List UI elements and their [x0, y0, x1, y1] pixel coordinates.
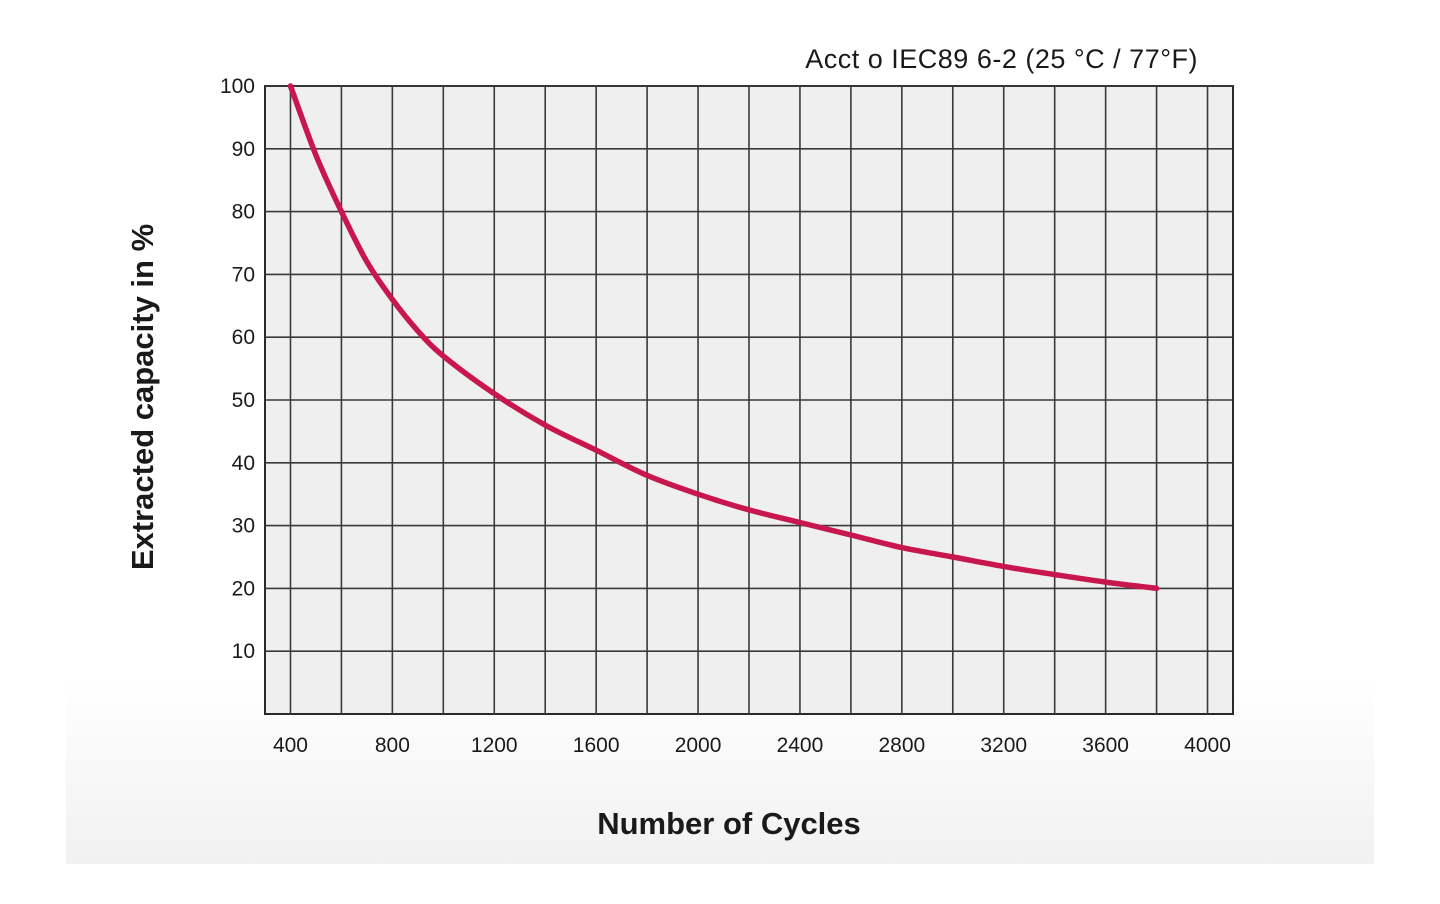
y-tick-label: 20 — [232, 577, 255, 600]
y-tick-label: 10 — [232, 640, 255, 663]
x-tick-labels: 400 800 1200 1600 2000 2400 2800 3200 3600 4000 — [273, 734, 1231, 757]
y-tick-label: 60 — [232, 326, 255, 349]
y-tick-labels: 10 20 30 40 50 60 70 80 90 100 — [220, 75, 255, 663]
y-tick-label: 70 — [232, 263, 255, 286]
x-tick-label: 2800 — [878, 734, 925, 757]
x-tick-label: 4000 — [1184, 734, 1231, 757]
y-tick-label: 40 — [232, 452, 255, 475]
x-axis-title: Number of Cycles — [597, 806, 861, 841]
chart-title: Acct o IEC89 6-2 (25 °C / 77°F) — [805, 44, 1198, 74]
series-line — [287, 83, 1160, 592]
x-tick-label: 3600 — [1082, 734, 1129, 757]
y-tick-label: 50 — [232, 389, 255, 412]
x-tick-label: 3200 — [980, 734, 1027, 757]
y-tick-label: 100 — [220, 75, 255, 98]
y-tick-label: 30 — [232, 515, 255, 538]
x-tick-label: 1600 — [573, 734, 620, 757]
x-tick-label: 400 — [273, 734, 308, 757]
series-layer — [287, 83, 1160, 592]
y-axis-title: Extracted capacity in % — [125, 224, 160, 570]
y-tick-label: 80 — [232, 201, 255, 224]
grid-horizontal — [265, 85, 1233, 653]
x-tick-label: 2400 — [777, 734, 824, 757]
x-tick-label: 2000 — [675, 734, 722, 757]
y-tick-label: 90 — [232, 138, 255, 161]
x-tick-label: 800 — [375, 734, 410, 757]
x-tick-label: 1200 — [471, 734, 518, 757]
